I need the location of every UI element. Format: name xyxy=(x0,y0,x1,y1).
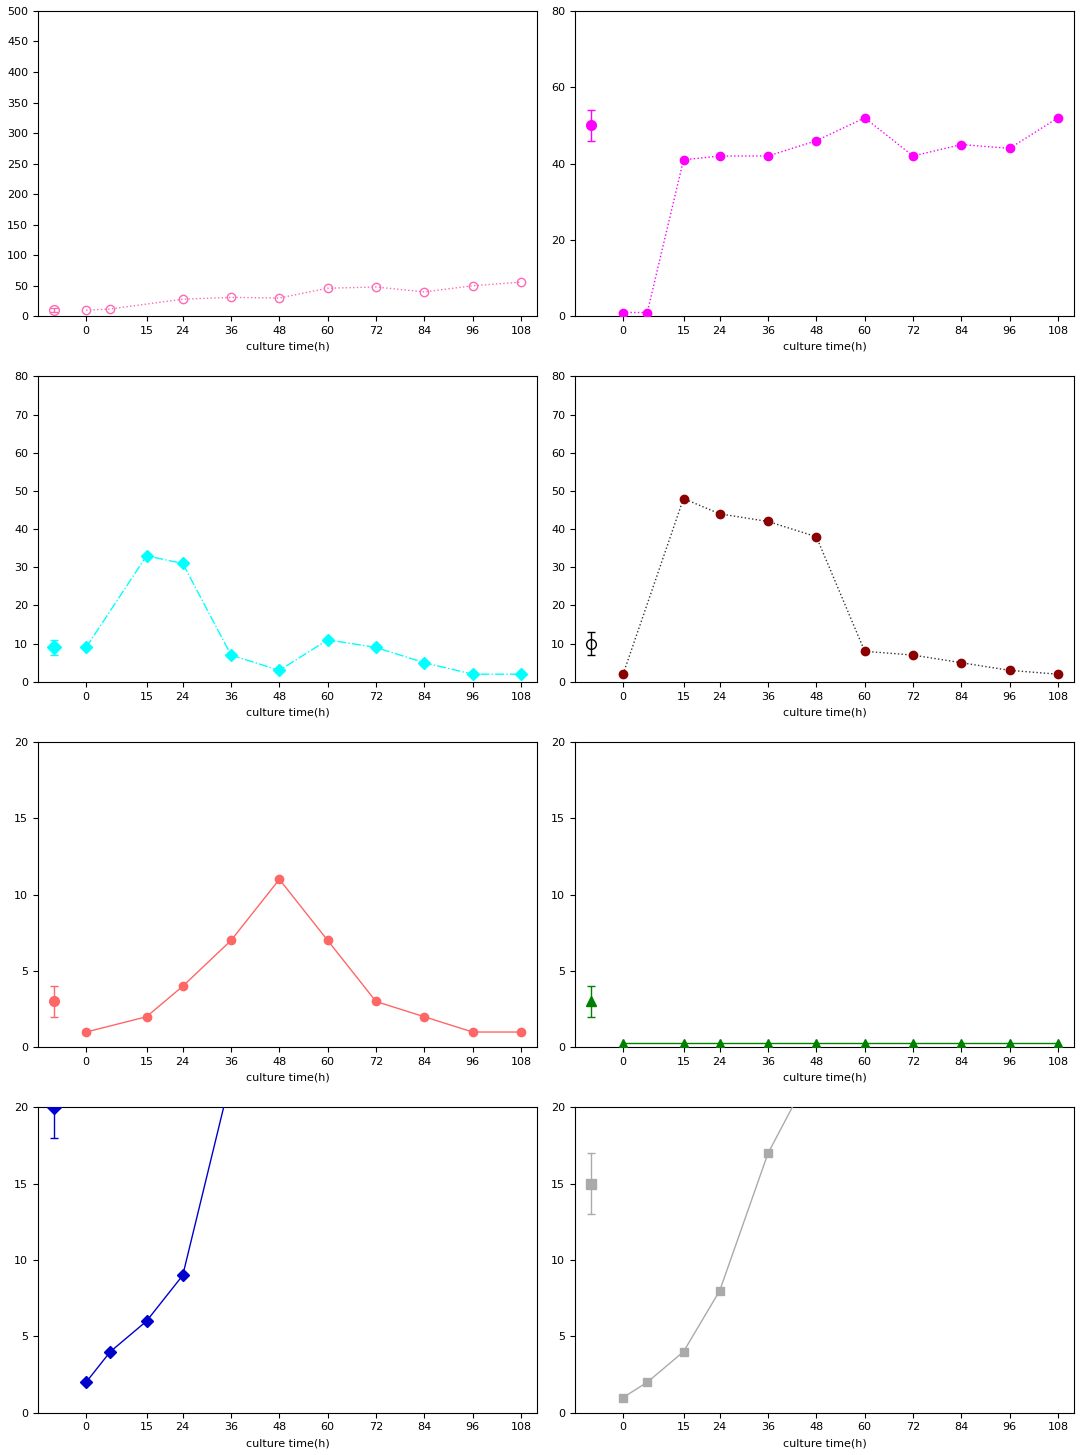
X-axis label: culture time(h): culture time(h) xyxy=(245,342,330,352)
X-axis label: culture time(h): culture time(h) xyxy=(783,1072,866,1083)
X-axis label: culture time(h): culture time(h) xyxy=(245,707,330,717)
X-axis label: culture time(h): culture time(h) xyxy=(783,1438,866,1448)
X-axis label: culture time(h): culture time(h) xyxy=(783,342,866,352)
X-axis label: culture time(h): culture time(h) xyxy=(783,707,866,717)
X-axis label: culture time(h): culture time(h) xyxy=(245,1072,330,1083)
X-axis label: culture time(h): culture time(h) xyxy=(245,1438,330,1448)
